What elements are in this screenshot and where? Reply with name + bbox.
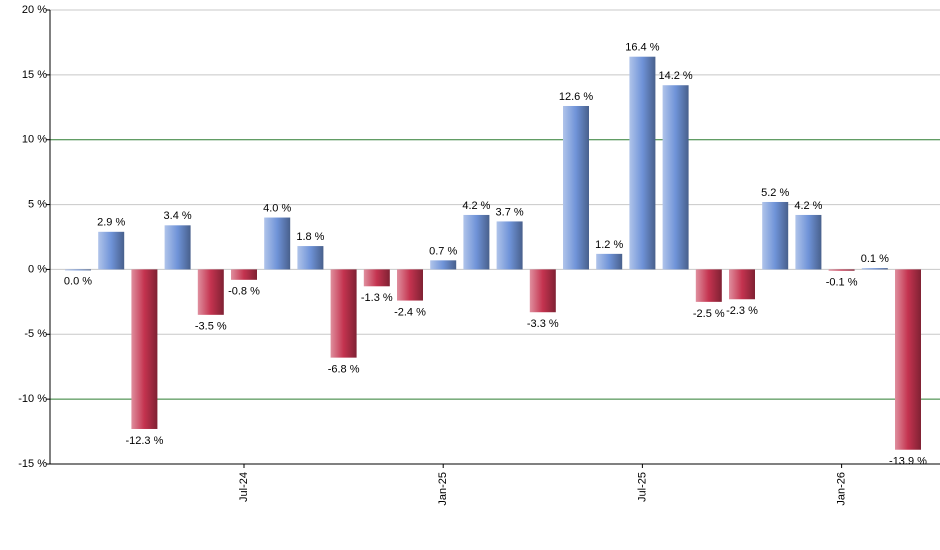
y-tick-label: -15 % (18, 458, 47, 470)
x-tick-label: Jul-24 (238, 472, 250, 502)
value-label: 0.7 % (429, 245, 457, 257)
value-label: 4.2 % (794, 200, 822, 212)
value-label: -12.3 % (125, 435, 163, 447)
value-label: 12.6 % (559, 91, 593, 103)
bar (98, 231, 125, 270)
value-label: 4.0 % (263, 202, 291, 214)
value-label: 5.2 % (761, 187, 789, 199)
value-label: -1.3 % (361, 292, 393, 304)
bar (330, 269, 357, 358)
value-label: 4.2 % (462, 200, 490, 212)
y-tick-label: -10 % (18, 393, 47, 405)
bar (297, 246, 324, 270)
value-label: 16.4 % (625, 42, 659, 54)
bar (629, 56, 656, 270)
bar (762, 201, 789, 270)
bar (861, 268, 888, 270)
bar (231, 269, 257, 280)
bar (729, 269, 755, 300)
value-label: -0.1 % (826, 277, 858, 289)
x-tick-label: Jan-26 (836, 472, 848, 506)
value-label: 1.8 % (296, 231, 324, 243)
y-tick-label: 10 % (22, 134, 47, 146)
bar (795, 214, 822, 270)
value-label: -13.9 % (889, 456, 927, 468)
y-tick-label: 20 % (22, 4, 47, 16)
bar (164, 225, 191, 270)
bar (397, 269, 423, 301)
value-label: -3.5 % (195, 321, 227, 333)
value-label: 14.2 % (658, 70, 692, 82)
value-label: 0.0 % (64, 275, 92, 287)
y-tick-label: 15 % (22, 69, 47, 81)
bar (131, 269, 158, 429)
value-label: -2.5 % (693, 308, 725, 320)
bar (695, 269, 722, 302)
bar (197, 269, 224, 315)
bar (65, 269, 91, 271)
y-tick-label: 0 % (28, 263, 47, 275)
x-tick-label: Jan-25 (437, 472, 449, 506)
value-label: -2.3 % (726, 305, 758, 317)
value-label: -2.4 % (394, 306, 426, 318)
bar (895, 269, 921, 450)
bar (596, 253, 623, 270)
value-label: -3.3 % (527, 318, 559, 330)
y-tick-label: 5 % (28, 198, 47, 210)
value-label: 3.4 % (164, 210, 192, 222)
y-tick-label: -5 % (24, 328, 47, 340)
value-label: 1.2 % (595, 239, 623, 251)
bar (496, 221, 523, 270)
value-label: 0.1 % (861, 253, 889, 265)
x-tick-label: Jul-25 (636, 472, 648, 502)
bar (828, 269, 855, 271)
value-label: -0.8 % (228, 286, 260, 298)
bar (529, 269, 556, 313)
bar (264, 217, 291, 270)
value-label: 3.7 % (496, 206, 524, 218)
bar (463, 214, 490, 270)
bar (363, 269, 390, 287)
bar (662, 85, 689, 270)
bar (563, 105, 589, 270)
bar (430, 260, 457, 270)
value-label: 2.9 % (97, 217, 125, 229)
value-label: -6.8 % (328, 364, 360, 376)
